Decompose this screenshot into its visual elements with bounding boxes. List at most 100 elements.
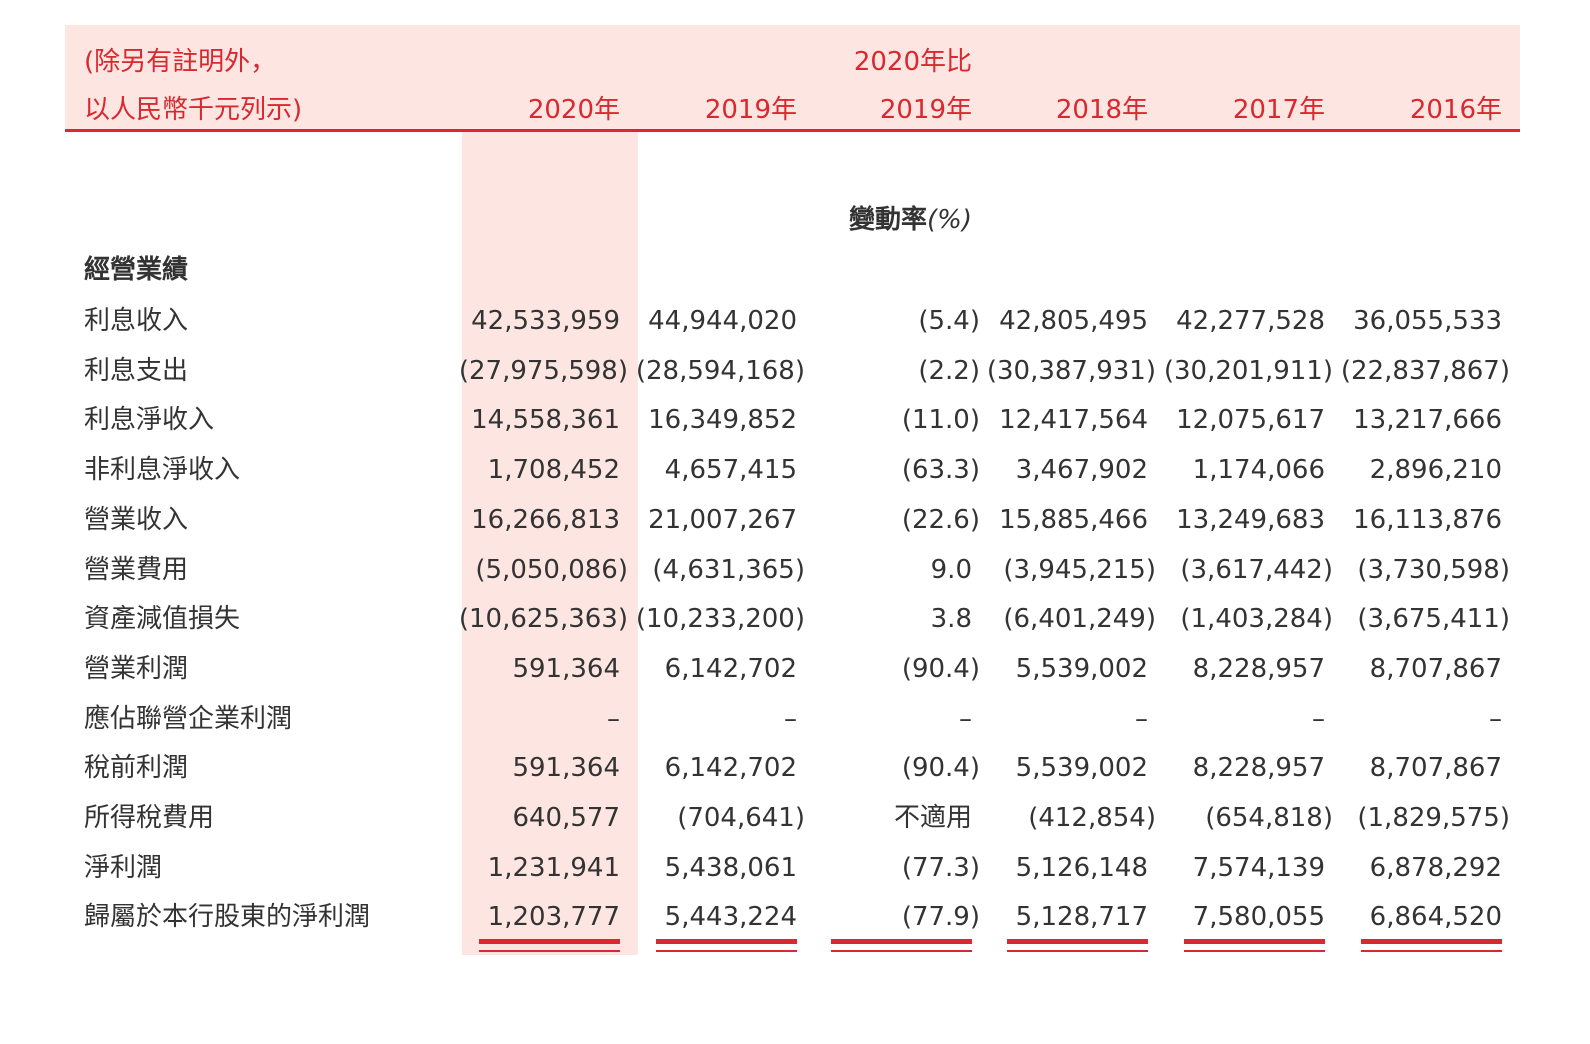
cell: 591,364 (512, 753, 620, 784)
row-label: 利息收入 (84, 306, 189, 336)
underline (1007, 939, 1148, 944)
cell: 42,805,495 (999, 306, 1148, 336)
cell: 2,896,210 (1369, 455, 1502, 486)
cell: (10,233,200) (635, 604, 805, 635)
column-header: 2020年 (527, 95, 620, 125)
cell: (77.3) (901, 852, 980, 883)
cell: (654,818) (1205, 803, 1333, 833)
row-label: 利息淨收入 (84, 405, 215, 436)
row-label: 資產減值損失 (84, 604, 241, 635)
cell: (3,730,598) (1357, 554, 1510, 585)
cell: 36,055,533 (1353, 306, 1502, 336)
row-label: 營業收入 (84, 504, 189, 535)
row-label: 應佔聯營企業利潤 (84, 703, 293, 734)
cell: (77.9) (901, 902, 980, 933)
underline (831, 939, 972, 944)
cell: 9.0 (930, 554, 972, 585)
column-header: 2018年 (1055, 95, 1148, 125)
cell: 16,349,852 (648, 405, 797, 436)
cell: (30,201,911) (1163, 355, 1333, 386)
change-unit: (%) (927, 205, 972, 235)
underline (656, 950, 797, 952)
cell: (10,625,363) (458, 604, 628, 635)
row-label: 稅前利潤 (84, 753, 189, 784)
underline (831, 950, 972, 952)
header-rule (65, 129, 1520, 132)
cell: 5,126,148 (1015, 852, 1148, 883)
cell: (3,945,215) (1003, 554, 1156, 585)
cell: 16,113,876 (1353, 504, 1502, 535)
cell: (22,837,867) (1340, 355, 1510, 386)
underline (1361, 939, 1502, 944)
change-label-text: 變動率 (848, 205, 927, 235)
cell: – (959, 703, 972, 734)
column-header: 2019年 (704, 95, 797, 125)
underline (479, 939, 620, 944)
cell: 6,878,292 (1369, 852, 1502, 883)
column-header: 2017年 (1232, 95, 1325, 125)
cell: 15,885,466 (999, 504, 1148, 535)
cell: 640,577 (512, 803, 620, 833)
cell: (412,854) (1028, 803, 1156, 833)
cell: (90.4) (901, 653, 980, 684)
cell: 6,864,520 (1369, 902, 1502, 933)
row-label: 非利息淨收入 (84, 455, 241, 486)
cell: (11.0) (901, 405, 980, 436)
column-header: 2016年 (1409, 95, 1502, 125)
cell: 不適用 (893, 803, 972, 833)
row-label: 利息支出 (84, 355, 189, 386)
cell: (1,403,284) (1180, 604, 1333, 635)
cell: (30,387,931) (986, 355, 1156, 386)
cell: (2.2) (918, 355, 980, 386)
underline (1184, 939, 1325, 944)
cell: (5.4) (918, 306, 980, 336)
cell: 1,203,777 (487, 902, 620, 933)
cell: 8,228,957 (1192, 653, 1325, 684)
cell: – (784, 703, 797, 734)
highlight-column (462, 132, 638, 955)
cell: 8,707,867 (1369, 653, 1502, 684)
cell: 8,228,957 (1192, 753, 1325, 784)
cell: (3,617,442) (1180, 554, 1333, 585)
cell: – (1135, 703, 1148, 734)
row-label: 淨利潤 (84, 852, 163, 883)
underline (479, 950, 620, 952)
cell: 6,142,702 (664, 753, 797, 784)
underline (1184, 950, 1325, 952)
section-title: 經營業績 (84, 255, 189, 285)
cell: 7,580,055 (1192, 902, 1325, 933)
cell: 1,174,066 (1192, 455, 1325, 486)
cell: 3,467,902 (1015, 455, 1148, 486)
cell: 5,539,002 (1015, 653, 1148, 684)
cell: 13,249,683 (1176, 504, 1325, 535)
cell: (22.6) (901, 504, 980, 535)
cell: 5,443,224 (664, 902, 797, 933)
cell: 16,266,813 (471, 504, 620, 535)
cell: 13,217,666 (1353, 405, 1502, 436)
cell: 591,364 (512, 653, 620, 684)
cell: 14,558,361 (471, 405, 620, 436)
row-label: 營業費用 (84, 554, 189, 585)
cell: (704,641) (677, 803, 805, 833)
cell: 7,574,139 (1192, 852, 1325, 883)
cell: 21,007,267 (648, 504, 797, 535)
cell: 1,708,452 (487, 455, 620, 486)
cell: – (1312, 703, 1325, 734)
underline (1361, 950, 1502, 952)
cell: 3.8 (930, 604, 972, 635)
cell: 1,231,941 (487, 852, 620, 883)
cell: – (607, 703, 620, 734)
header-note: (除另有註明外， (84, 47, 277, 77)
change-label: 變動率(%) (849, 203, 972, 237)
header-compare: 2020年比 (853, 47, 972, 77)
cell: 5,128,717 (1015, 902, 1148, 933)
cell: (4,631,365) (652, 554, 805, 585)
cell: 4,657,415 (664, 455, 797, 486)
cell: (5,050,086) (475, 554, 628, 585)
cell: (1,829,575) (1357, 803, 1510, 833)
cell: 42,533,959 (471, 306, 620, 336)
header-band (65, 25, 1520, 130)
cell: (28,594,168) (635, 355, 805, 386)
underline (1007, 950, 1148, 952)
